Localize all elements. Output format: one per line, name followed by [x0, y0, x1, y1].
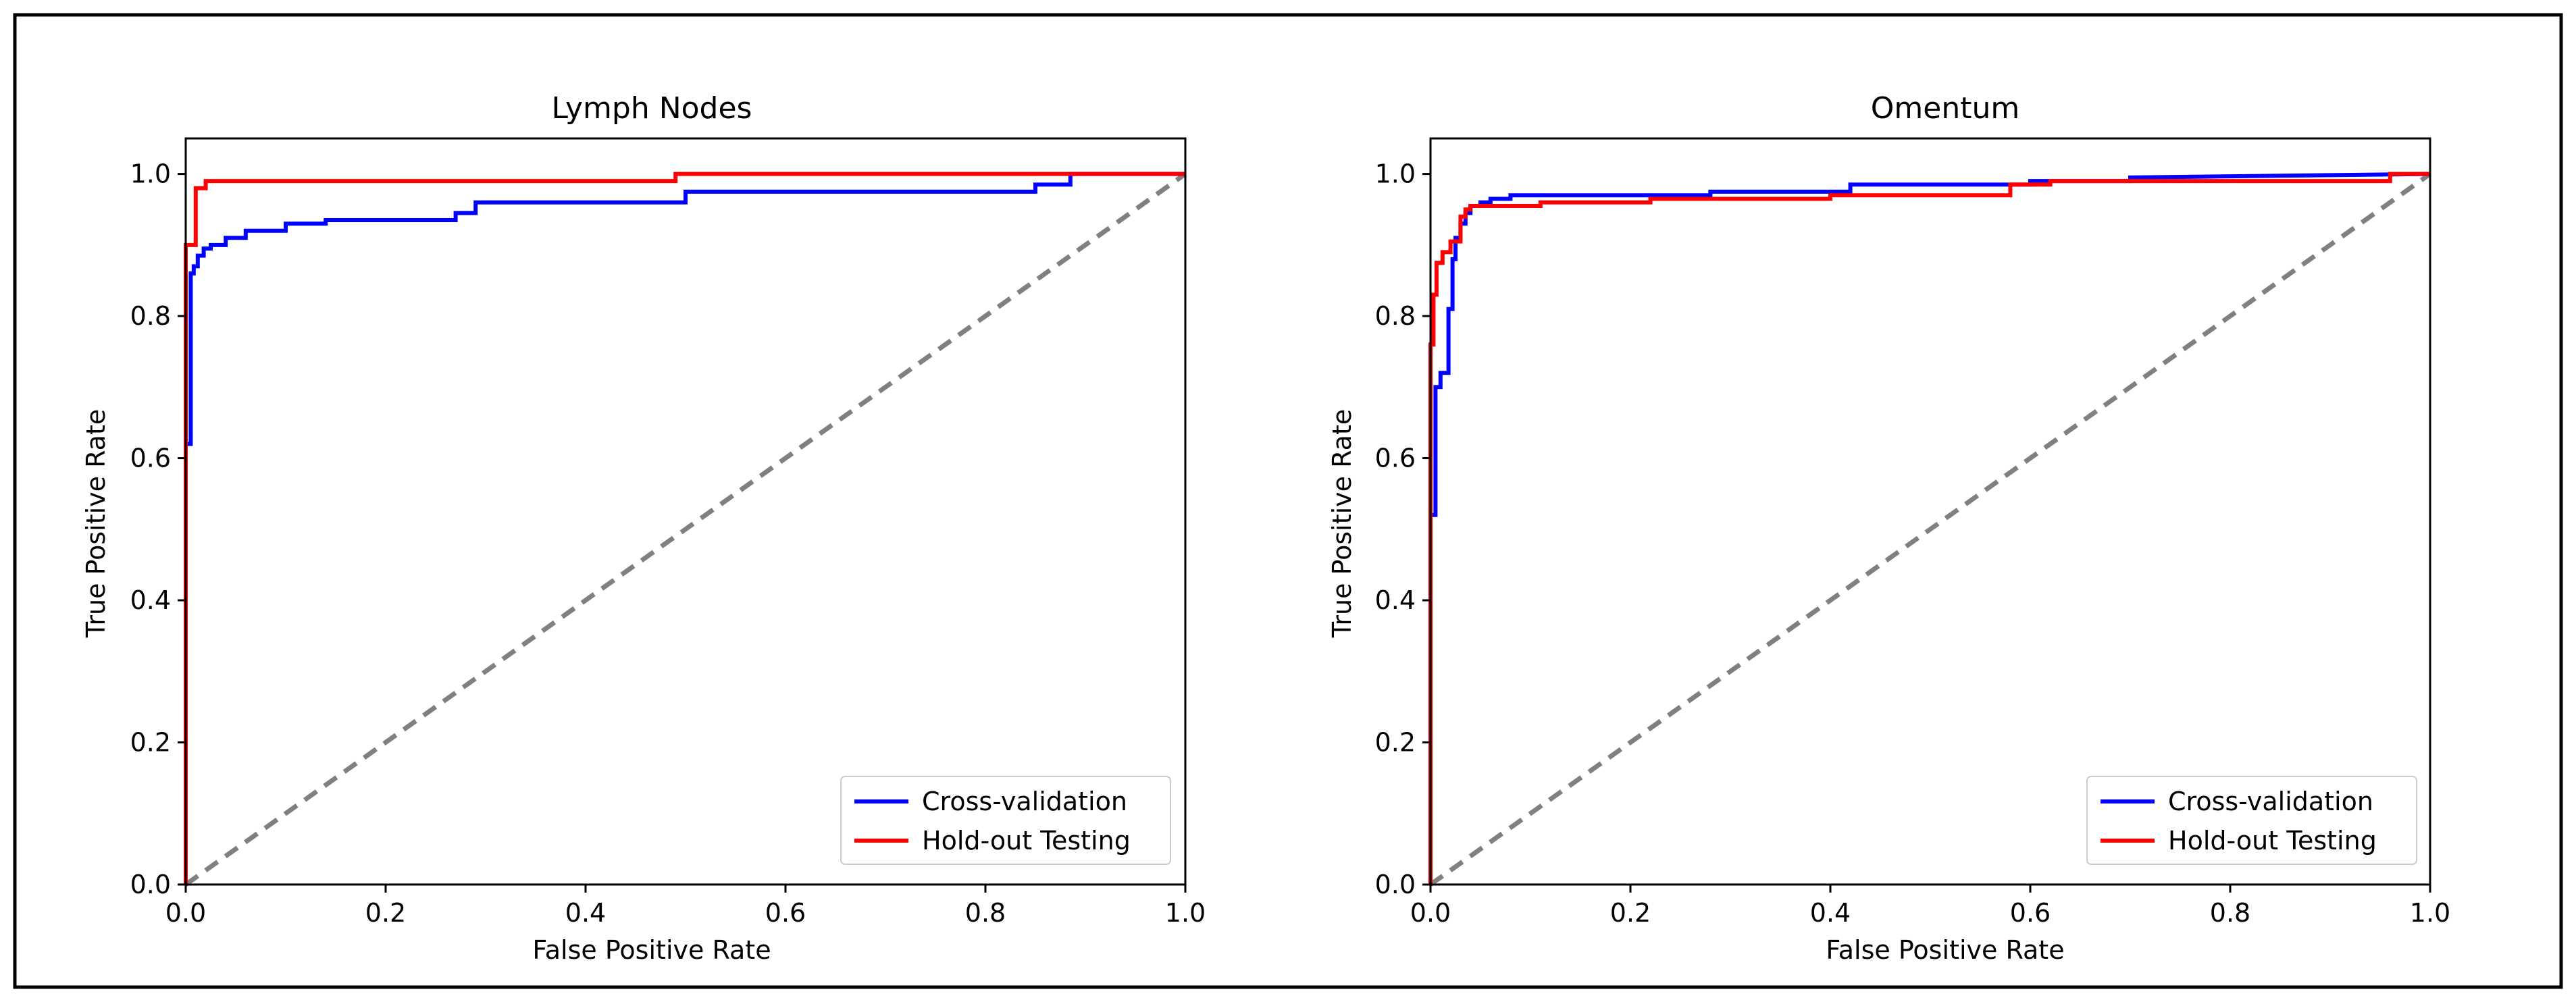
chance-layer	[184, 172, 1187, 887]
legend-label-holdout: Hold-out Testing	[922, 826, 1131, 855]
y-tick-label: 0.0	[1375, 870, 1416, 899]
axes-frame	[1429, 137, 2431, 886]
legend-box	[2086, 776, 2417, 865]
ticks-layer: 0.0 0.2 0.4 0.6 0.8 1.0 0.0 0.2 0.4 0.6 0.8 1.0	[130, 159, 1206, 928]
x-tick-label: 0.8	[2210, 898, 2250, 928]
y-axis-label: True Positive Rate	[81, 409, 111, 639]
x-axis-label: False Positive Rate	[1826, 935, 2064, 965]
x-tick-label: 0.2	[1610, 898, 1651, 928]
y-tick-label: 1.0	[130, 159, 171, 189]
roc-line-holdout	[184, 172, 1185, 885]
y-tick-label: 0.4	[1375, 585, 1416, 615]
y-axis-label: True Positive Rate	[1327, 409, 1357, 639]
series-layer	[184, 172, 1185, 885]
chart-title: Lymph Nodes	[552, 91, 752, 126]
legend-label-holdout: Hold-out Testing	[2168, 826, 2377, 855]
y-tick-label: 0.8	[1375, 301, 1416, 331]
x-axis-label: False Positive Rate	[532, 935, 771, 965]
legend-label-cross-validation: Cross-validation	[2168, 787, 2373, 816]
x-tick-label: 0.8	[965, 898, 1006, 928]
x-tick-label: 0.2	[365, 898, 406, 928]
x-tick-label: 1.0	[1165, 898, 1206, 928]
chance-line	[184, 172, 1187, 887]
x-tick-label: 0.6	[765, 898, 806, 928]
axes-frame	[184, 137, 1187, 886]
y-tick-label: 0.4	[130, 585, 171, 615]
y-tick-label: 0.6	[130, 444, 171, 473]
x-tick-label: 0.6	[2010, 898, 2051, 928]
roc-line-holdout	[1428, 172, 2430, 885]
chance-layer	[1428, 172, 2432, 887]
ticks-layer: 0.0 0.2 0.4 0.6 0.8 1.0 0.0 0.2 0.4 0.6 0.8 1.0	[1375, 159, 2451, 928]
y-tick-label: 0.2	[130, 728, 171, 758]
x-tick-label: 0.4	[1810, 898, 1851, 928]
x-tick-label: 0.0	[165, 898, 206, 928]
x-tick-label: 1.0	[2410, 898, 2450, 928]
legend-label-cross-validation: Cross-validation	[922, 787, 1127, 816]
legend: Cross-validation Hold-out Testing	[840, 776, 1171, 865]
x-tick-label: 0.4	[565, 898, 606, 928]
legend-box	[840, 776, 1171, 865]
legend: Cross-validation Hold-out Testing	[2086, 776, 2417, 865]
series-layer	[1428, 172, 2431, 885]
y-tick-label: 0.0	[130, 870, 171, 899]
roc-line-cross-validation	[1428, 172, 2431, 885]
x-tick-label: 0.0	[1410, 898, 1451, 928]
y-tick-label: 0.2	[1375, 728, 1416, 758]
chart-lymph-nodes: Lymph Nodes False Positive Rate True Pos…	[81, 91, 1206, 965]
y-tick-label: 1.0	[1375, 159, 1416, 189]
roc-line-cross-validation	[184, 172, 1185, 885]
chance-line	[1428, 172, 2432, 887]
y-tick-label: 0.6	[1375, 444, 1416, 473]
chart-title: Omentum	[1871, 91, 2019, 126]
chart-omentum: Omentum False Positive Rate True Positiv…	[1327, 91, 2450, 965]
y-tick-label: 0.8	[130, 301, 171, 331]
